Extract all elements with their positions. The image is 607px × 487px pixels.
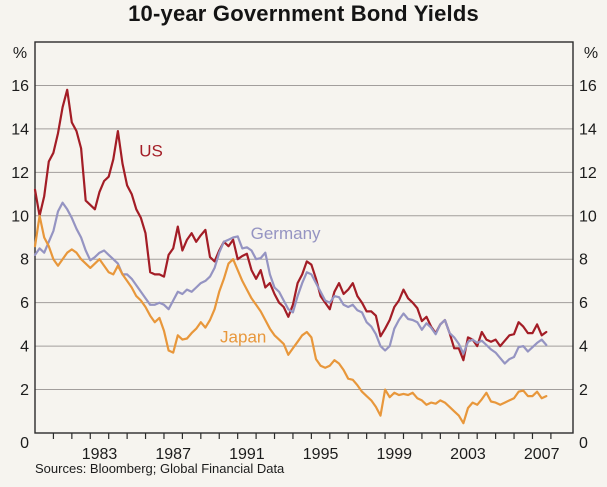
y-label-left-0: 0 (20, 435, 29, 452)
unit-label-left: % (13, 45, 27, 62)
y-label-left-12: 12 (11, 165, 29, 182)
y-label-left-2: 2 (20, 382, 29, 399)
x-label-1999: 1999 (376, 446, 412, 463)
x-label-1995: 1995 (303, 446, 339, 463)
series-label-japan: Japan (220, 327, 266, 346)
y-label-right-2: 2 (579, 382, 588, 399)
y-label-right-10: 10 (579, 208, 597, 225)
x-label-1991: 1991 (229, 446, 265, 463)
y-label-right-12: 12 (579, 165, 597, 182)
y-label-left-14: 14 (11, 121, 29, 138)
series-label-us: US (139, 142, 163, 161)
y-label-right-0: 0 (579, 435, 588, 452)
series-label-germany: Germany (251, 224, 321, 243)
y-label-right-6: 6 (579, 295, 588, 312)
unit-label-right: % (584, 45, 598, 62)
x-label-1987: 1987 (155, 446, 191, 463)
series-line-japan (33, 214, 548, 425)
y-label-right-16: 16 (579, 78, 597, 95)
y-label-right-4: 4 (579, 339, 588, 356)
plot-frame (34, 41, 574, 434)
y-label-right-8: 8 (579, 252, 588, 269)
y-label-right-14: 14 (579, 121, 597, 138)
y-label-left-6: 6 (20, 295, 29, 312)
x-label-1983: 1983 (82, 446, 118, 463)
y-label-left-10: 10 (11, 208, 29, 225)
x-label-2007: 2007 (524, 446, 560, 463)
x-label-2003: 2003 (450, 446, 486, 463)
sources-note: Sources: Bloomberg; Global Financial Dat… (35, 461, 285, 476)
y-label-left-16: 16 (11, 78, 29, 95)
chart-title: 10-year Government Bond Yields (128, 1, 479, 26)
y-label-left-4: 4 (20, 339, 29, 356)
y-label-left-8: 8 (20, 252, 29, 269)
